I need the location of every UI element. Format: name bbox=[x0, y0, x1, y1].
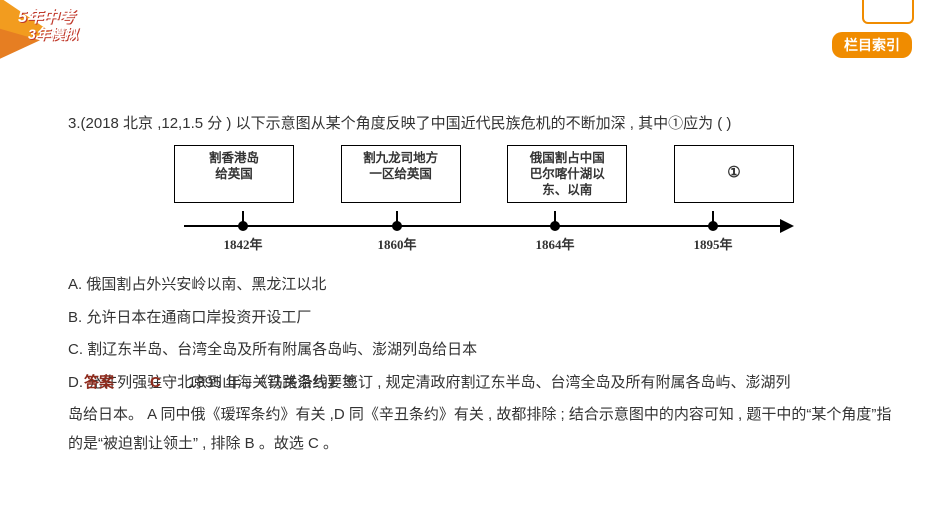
timeline-event-blank: ① bbox=[674, 145, 794, 204]
question-stem: 3.(2018 北京 ,12,1.5 分 ) 以下示意图从某个角度反映了中国近代… bbox=[68, 110, 900, 139]
event-label: 割九龙司地方一区给英国 bbox=[363, 151, 438, 181]
timeline-event-1: 割香港岛给英国 bbox=[174, 145, 294, 204]
explanation-part1: 1895 年 , 《马关条约》签订 , 规定清政府割辽东半岛、台湾全岛及所有附属… bbox=[188, 369, 791, 398]
event-label: 割香港岛给英国 bbox=[209, 151, 259, 181]
timeline-event-3: 俄国割占中国巴尔喀什湖以东、以南 bbox=[507, 145, 627, 204]
column-index-badge[interactable]: 栏目索引 bbox=[832, 32, 912, 58]
timeline-arrowhead-icon bbox=[780, 219, 794, 233]
answer-letter: C bbox=[150, 369, 161, 398]
timeline-year-label: 1842年 bbox=[223, 233, 262, 258]
explanation-part2: 岛给日本。 A 同中俄《瑷珲条约》有关 ,D 同《辛丑条约》有关 , 故都排除 … bbox=[68, 401, 900, 458]
timeline-year-label: 1895年 bbox=[693, 233, 732, 258]
option-c[interactable]: C. 割辽东半岛、台湾全岛及所有附属各岛屿、澎湖列岛给日本 bbox=[68, 336, 900, 365]
event-label: 俄国割占中国巴尔喀什湖以东、以南 bbox=[530, 151, 605, 198]
options-list: A. 俄国割占外兴安岭以南、黑龙江以北 B. 允许日本在通商口岸投资开设工厂 C… bbox=[68, 271, 900, 458]
timeline-diagram: 割香港岛给英国 割九龙司地方一区给英国 俄国割占中国巴尔喀什湖以东、以南 ① 1… bbox=[174, 145, 794, 256]
logo-text-2: 3年模拟 bbox=[28, 24, 78, 44]
option-b[interactable]: B. 允许日本在通商口岸投资开设工厂 bbox=[68, 304, 900, 333]
timeline-dot bbox=[238, 221, 248, 231]
series-logo: 5年中考 3年模拟 bbox=[0, 2, 85, 54]
timeline-dot bbox=[392, 221, 402, 231]
timeline-year-label: 1860年 bbox=[377, 233, 416, 258]
option-a[interactable]: A. 俄国割占外兴安岭以南、黑龙江以北 bbox=[68, 271, 900, 300]
question-block: 3.(2018 北京 ,12,1.5 分 ) 以下示意图从某个角度反映了中国近代… bbox=[68, 110, 900, 458]
timeline-event-2: 割九龙司地方一区给英国 bbox=[341, 145, 461, 204]
timeline-dot bbox=[550, 221, 560, 231]
top-right-tab-outline bbox=[862, 0, 914, 24]
timeline-line bbox=[184, 225, 784, 227]
event-label: ① bbox=[727, 164, 740, 184]
answer-label: 答案 bbox=[84, 369, 114, 398]
timeline-dot bbox=[708, 221, 718, 231]
timeline-event-boxes: 割香港岛给英国 割九龙司地方一区给英国 俄国割占中国巴尔喀什湖以东、以南 ① bbox=[174, 145, 794, 204]
timeline-axis: 1842年 1860年 1864年 1895年 bbox=[174, 205, 794, 255]
timeline-year-label: 1864年 bbox=[535, 233, 574, 258]
option-d-answer-overlap: D. 允许列强驻守北京到山海关铁路沿线要地 答案 C 1895 年 , 《马关条… bbox=[68, 369, 900, 398]
